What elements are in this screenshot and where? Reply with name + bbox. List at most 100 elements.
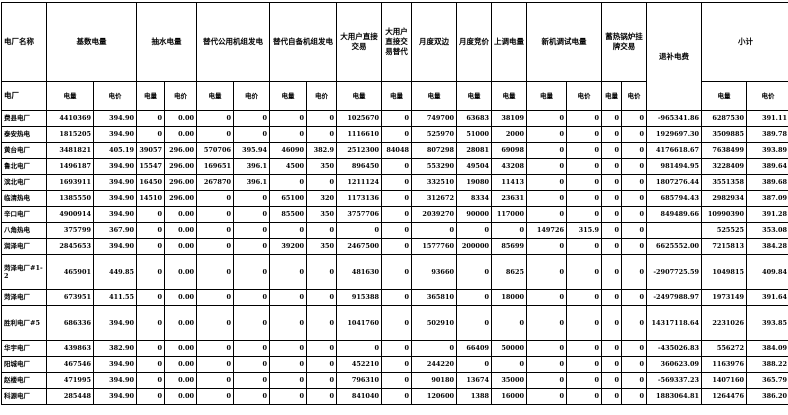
cell: 0 — [566, 372, 602, 389]
cell: 0 — [381, 372, 412, 389]
cell: 0 — [456, 222, 492, 239]
cell: 396.1 — [233, 158, 270, 175]
cell — [646, 222, 702, 239]
cell: 391.11 — [746, 110, 788, 127]
cell: 0 — [526, 110, 567, 127]
cell: 0 — [196, 388, 234, 405]
data-row: 费县电厂 4410369 394.90 0 0.00 0 0 0 0 1025670 0 749700… — [1, 110, 788, 127]
data-row: 辛口电厂 4900914 394.90 0 0.00 0 0 85500 350 3757706 0… — [1, 206, 788, 223]
data-row: 泰安热电 1815205 394.90 0 0.00 0 0 0 0 1116610 0 525970… — [1, 126, 788, 143]
cell: 525525 — [701, 222, 747, 239]
cell: 449.85 — [93, 254, 137, 290]
cell: 0.00 — [164, 289, 197, 306]
cell: 0 — [269, 388, 307, 405]
subheader: 电厂 — [1, 81, 47, 111]
cell: 0 — [381, 340, 412, 357]
plant-name: 润泽电厂 — [1, 238, 47, 255]
cell: 0 — [621, 238, 647, 255]
cell: 0 — [566, 388, 602, 405]
plant-name: 费县电厂 — [1, 110, 47, 127]
cell: 0 — [601, 158, 622, 175]
cell: 267870 — [196, 174, 234, 191]
subheader: 电价 — [306, 81, 337, 111]
cell: 0 — [566, 356, 602, 373]
cell: 749700 — [411, 110, 457, 127]
cell: 49504 — [456, 158, 492, 175]
data-row: 华宇电厂 439863 382.90 0 0.00 0 0 0 0 0 0 0 66409 50000 0 0… — [1, 340, 788, 357]
cell: 0 — [621, 126, 647, 143]
cell: 0 — [136, 388, 165, 405]
cell: 0 — [306, 372, 337, 389]
cell: 149726 — [526, 222, 567, 239]
plant-name: 鲁北电厂 — [1, 158, 47, 175]
cell: 394.90 — [93, 356, 137, 373]
cell: 382.9 — [306, 142, 337, 159]
header-row: 电厂名称 基数电量 抽水电量 替代公用机组发电 替代自备机组发电 大用户直接交易 大用户直接… — [1, 2, 788, 111]
subheader: 电量 — [491, 81, 527, 111]
cell: 0 — [233, 222, 270, 239]
cell: 43208 — [491, 158, 527, 175]
group-header: 月度竞价 — [456, 2, 492, 82]
cell: 394.90 — [93, 126, 137, 143]
cell: 332510 — [411, 174, 457, 191]
cell: 0.00 — [164, 372, 197, 389]
cell: 0 — [601, 340, 622, 357]
cell: 0 — [526, 289, 567, 306]
cell: 0.00 — [164, 110, 197, 127]
cell: 556272 — [701, 340, 747, 357]
cell: 841040 — [336, 388, 382, 405]
cell: 7215813 — [701, 238, 747, 255]
cell: 0 — [566, 289, 602, 306]
cell: 0 — [381, 158, 412, 175]
group-header: 抽水电量 — [136, 2, 197, 82]
cell: 471995 — [46, 372, 94, 389]
data-row: 黄台电厂 3481821 405.19 39057 296.00 570706 395.94… — [1, 142, 788, 159]
cell: 0 — [233, 305, 270, 341]
cell: 84048 — [381, 142, 412, 159]
cell: 14510 — [136, 190, 165, 207]
cell: 350 — [306, 238, 337, 255]
cell: 0 — [621, 174, 647, 191]
cell: 0 — [381, 388, 412, 405]
subheader: 电量 — [456, 81, 492, 111]
plant-name: 胜利电厂#5 — [1, 305, 47, 341]
cell: 0 — [233, 372, 270, 389]
cell: 0 — [526, 142, 567, 159]
cell: 394.90 — [93, 238, 137, 255]
group-header: 电厂名称 — [1, 2, 47, 82]
cell: 7638499 — [701, 142, 747, 159]
cell: 2231026 — [701, 305, 747, 341]
cell: 0 — [306, 289, 337, 306]
cell: 0 — [196, 238, 234, 255]
subheader: 电价 — [93, 81, 137, 111]
subheader: 电价 — [164, 81, 197, 111]
cell: 0 — [381, 289, 412, 306]
cell: 673951 — [46, 289, 94, 306]
cell: 1049815 — [701, 254, 747, 290]
cell: 0 — [566, 190, 602, 207]
cell: 0 — [136, 126, 165, 143]
subheader: 电价 — [566, 81, 602, 111]
cell: 0 — [381, 190, 412, 207]
cell: 63683 — [456, 110, 492, 127]
cell: 200000 — [456, 238, 492, 255]
cell: 0.00 — [164, 126, 197, 143]
cell: 0 — [601, 110, 622, 127]
cell: 394.90 — [93, 372, 137, 389]
cell: 51000 — [456, 126, 492, 143]
data-row: 润泽电厂 2845653 394.90 0 0.00 0 0 39200 350 2467500 0… — [1, 238, 788, 255]
cell: 0 — [196, 305, 234, 341]
cell: 0 — [306, 222, 337, 239]
cell: 46090 — [269, 142, 307, 159]
cell: 296.00 — [164, 142, 197, 159]
cell: 0 — [621, 158, 647, 175]
subheader: 电量 — [46, 81, 94, 111]
plant-name: 临清热电 — [1, 190, 47, 207]
cell: 120600 — [411, 388, 457, 405]
cell: 18000 — [491, 289, 527, 306]
cell: 467546 — [46, 356, 94, 373]
plant-name: 菏泽电厂 — [1, 289, 47, 306]
cell: 409.84 — [746, 254, 788, 290]
subheader: 电量 — [136, 81, 165, 111]
